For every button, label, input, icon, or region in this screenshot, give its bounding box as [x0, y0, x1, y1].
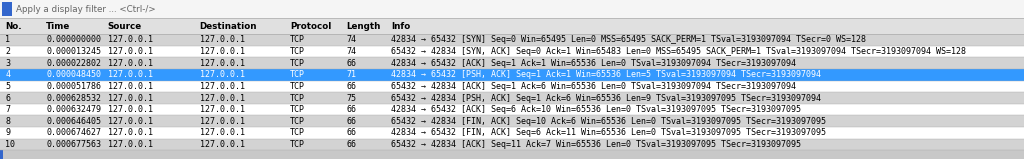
Text: 127.0.0.1: 127.0.0.1 — [108, 128, 153, 137]
Text: Apply a display filter ... <Ctrl-/>: Apply a display filter ... <Ctrl-/> — [16, 5, 156, 14]
Text: 66: 66 — [346, 105, 356, 114]
Text: TCP: TCP — [290, 105, 305, 114]
Bar — [0, 81, 1024, 92]
Text: 127.0.0.1: 127.0.0.1 — [200, 117, 245, 126]
Text: Time: Time — [46, 22, 71, 31]
Bar — [0, 92, 1024, 104]
Text: 66: 66 — [346, 117, 356, 126]
Text: 7: 7 — [5, 105, 10, 114]
Text: 127.0.0.1: 127.0.0.1 — [200, 59, 245, 68]
Text: 127.0.0.1: 127.0.0.1 — [200, 70, 245, 79]
Text: 127.0.0.1: 127.0.0.1 — [108, 105, 153, 114]
Bar — [2, 2, 12, 16]
Text: Source: Source — [108, 22, 141, 31]
Text: TCP: TCP — [290, 70, 305, 79]
Text: TCP: TCP — [290, 93, 305, 103]
Text: TCP: TCP — [290, 140, 305, 149]
Bar — [0, 139, 1024, 150]
Text: Info: Info — [391, 22, 411, 31]
Text: TCP: TCP — [290, 35, 305, 45]
Text: TCP: TCP — [290, 59, 305, 68]
Text: 42834 → 65432 [PSH, ACK] Seq=1 Ack=1 Win=65536 Len=5 TSval=3193097094 TSecr=3193: 42834 → 65432 [PSH, ACK] Seq=1 Ack=1 Win… — [391, 70, 821, 79]
Text: 127.0.0.1: 127.0.0.1 — [108, 93, 153, 103]
Text: 65432 → 42834 [FIN, ACK] Seq=10 Ack=6 Win=65536 Len=0 TSval=3193097095 TSecr=319: 65432 → 42834 [FIN, ACK] Seq=10 Ack=6 Wi… — [391, 117, 826, 126]
Text: TCP: TCP — [290, 47, 305, 56]
Text: 66: 66 — [346, 140, 356, 149]
Text: 2: 2 — [5, 47, 10, 56]
Text: 0.000000000: 0.000000000 — [46, 35, 101, 45]
Text: 42834 → 65432 [ACK] Seq=6 Ack=10 Win=65536 Len=0 TSval=3193097095 TSecr=31930970: 42834 → 65432 [ACK] Seq=6 Ack=10 Win=655… — [391, 105, 801, 114]
Bar — [0, 69, 1024, 81]
Text: 0.000013245: 0.000013245 — [46, 47, 101, 56]
Bar — [0, 18, 1024, 34]
Text: 127.0.0.1: 127.0.0.1 — [108, 82, 153, 91]
Bar — [0, 46, 1024, 57]
Text: TCP: TCP — [290, 117, 305, 126]
Text: TCP: TCP — [290, 128, 305, 137]
Text: 6: 6 — [5, 93, 10, 103]
Text: 9: 9 — [5, 128, 10, 137]
Bar — [0, 115, 1024, 127]
Text: 0.000022802: 0.000022802 — [46, 59, 101, 68]
Text: 3: 3 — [5, 59, 10, 68]
Text: 42834 → 65432 [ACK] Seq=1 Ack=1 Win=65536 Len=0 TSval=3193097094 TSecr=319309709: 42834 → 65432 [ACK] Seq=1 Ack=1 Win=6553… — [391, 59, 797, 68]
Text: 127.0.0.1: 127.0.0.1 — [108, 140, 153, 149]
Text: 127.0.0.1: 127.0.0.1 — [108, 35, 153, 45]
Text: 127.0.0.1: 127.0.0.1 — [200, 105, 245, 114]
Text: 71: 71 — [346, 70, 356, 79]
Text: 0.000051786: 0.000051786 — [46, 82, 101, 91]
Text: 127.0.0.1: 127.0.0.1 — [200, 128, 245, 137]
Text: 66: 66 — [346, 82, 356, 91]
Text: 0.000628532: 0.000628532 — [46, 93, 101, 103]
Bar — [0, 127, 1024, 139]
Text: Length: Length — [346, 22, 381, 31]
Text: Protocol: Protocol — [290, 22, 331, 31]
Text: No.: No. — [5, 22, 22, 31]
Text: 65432 → 42834 [SYN, ACK] Seq=0 Ack=1 Win=65483 Len=0 MSS=65495 SACK_PERM=1 TSval: 65432 → 42834 [SYN, ACK] Seq=0 Ack=1 Win… — [391, 47, 967, 56]
Bar — [0, 34, 1024, 46]
Bar — [0, 0, 1024, 18]
Text: 0.000674627: 0.000674627 — [46, 128, 101, 137]
Text: 127.0.0.1: 127.0.0.1 — [108, 117, 153, 126]
Text: 0.000646405: 0.000646405 — [46, 117, 101, 126]
Text: 0.000677563: 0.000677563 — [46, 140, 101, 149]
Text: 127.0.0.1: 127.0.0.1 — [108, 47, 153, 56]
Bar — [0, 150, 3, 159]
Text: Destination: Destination — [200, 22, 257, 31]
Text: 1: 1 — [5, 35, 10, 45]
Text: 10: 10 — [5, 140, 15, 149]
Text: 65432 → 42834 [ACK] Seq=1 Ack=6 Win=65536 Len=0 TSval=3193097094 TSecr=319309709: 65432 → 42834 [ACK] Seq=1 Ack=6 Win=6553… — [391, 82, 797, 91]
Bar — [0, 57, 1024, 69]
Text: TCP: TCP — [290, 82, 305, 91]
Text: 74: 74 — [346, 47, 356, 56]
Text: 74: 74 — [346, 35, 356, 45]
Text: 4: 4 — [5, 70, 10, 79]
Text: 66: 66 — [346, 59, 356, 68]
Text: 75: 75 — [346, 93, 356, 103]
Text: 127.0.0.1: 127.0.0.1 — [200, 140, 245, 149]
Text: 42834 → 65432 [SYN] Seq=0 Win=65495 Len=0 MSS=65495 SACK_PERM=1 TSval=3193097094: 42834 → 65432 [SYN] Seq=0 Win=65495 Len=… — [391, 35, 866, 45]
Text: 127.0.0.1: 127.0.0.1 — [200, 93, 245, 103]
Text: 66: 66 — [346, 128, 356, 137]
Text: 127.0.0.1: 127.0.0.1 — [200, 47, 245, 56]
Bar — [0, 104, 1024, 115]
Text: 65432 → 42834 [ACK] Seq=11 Ack=7 Win=65536 Len=0 TSval=3193097095 TSecr=31930970: 65432 → 42834 [ACK] Seq=11 Ack=7 Win=655… — [391, 140, 801, 149]
Text: 42834 → 65432 [FIN, ACK] Seq=6 Ack=11 Win=65536 Len=0 TSval=3193097095 TSecr=319: 42834 → 65432 [FIN, ACK] Seq=6 Ack=11 Wi… — [391, 128, 826, 137]
Text: 5: 5 — [5, 82, 10, 91]
Text: 0.000632479: 0.000632479 — [46, 105, 101, 114]
Bar — [0, 150, 1024, 159]
Text: 0.000048450: 0.000048450 — [46, 70, 101, 79]
Text: 8: 8 — [5, 117, 10, 126]
Text: 127.0.0.1: 127.0.0.1 — [108, 70, 153, 79]
Text: 127.0.0.1: 127.0.0.1 — [108, 59, 153, 68]
Text: 65432 → 42834 [PSH, ACK] Seq=1 Ack=6 Win=65536 Len=9 TSval=3193097095 TSecr=3193: 65432 → 42834 [PSH, ACK] Seq=1 Ack=6 Win… — [391, 93, 821, 103]
Text: 127.0.0.1: 127.0.0.1 — [200, 35, 245, 45]
Text: 127.0.0.1: 127.0.0.1 — [200, 82, 245, 91]
